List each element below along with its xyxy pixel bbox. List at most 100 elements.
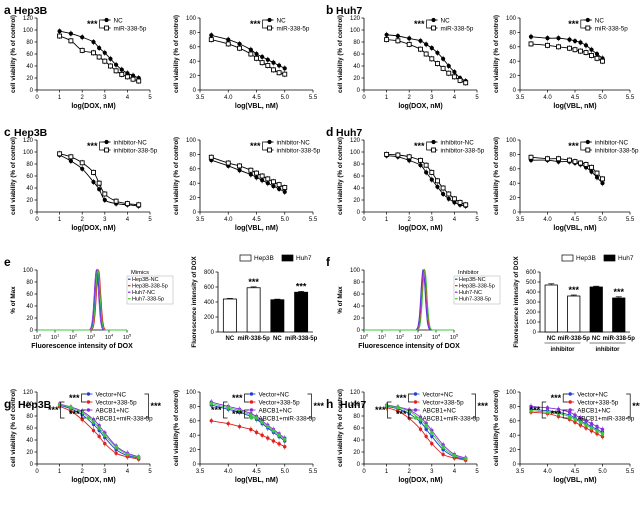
data-point (528, 41, 534, 47)
y-tick-label: 120 (23, 390, 34, 396)
significance-stars: *** (632, 401, 640, 411)
data-point (283, 437, 287, 442)
data-point (102, 50, 107, 55)
legend-swatch-marker (568, 408, 572, 412)
legend-swatch-marker (568, 400, 572, 404)
y-tick-label: 100 (23, 150, 34, 156)
cell-line-title-h: Huh7 (340, 399, 366, 411)
y-tick-label: 20 (509, 74, 516, 80)
data-point (528, 154, 534, 160)
data-point (584, 423, 588, 427)
legend-swatch-marker (249, 416, 254, 420)
y-axis-label: cell viability(% of control) (493, 390, 500, 466)
data-point (435, 184, 440, 189)
y-tick-label: 100 (526, 320, 537, 326)
series-0 (528, 157, 605, 187)
x-tick-label: 102 (69, 333, 78, 342)
y-axis-label: cell viability (% of control) (173, 137, 180, 215)
x-tick-label: 4 (126, 469, 130, 475)
data-point (545, 156, 550, 162)
y-tick-label: 20 (509, 448, 516, 454)
legend-swatch-marker (413, 392, 418, 396)
significance-stars: *** (250, 141, 261, 151)
chart-f2: 0 100 200 300 400 500 600 Fluorescence intensit… (513, 254, 636, 353)
data-point (529, 409, 533, 413)
significance-bracket (426, 141, 431, 151)
data-point (209, 419, 213, 423)
data-point (114, 451, 118, 455)
significance-stars: *** (414, 19, 425, 29)
data-point (208, 37, 214, 43)
data-point (584, 419, 588, 423)
y-tick-label: 80 (26, 40, 33, 46)
data-point (578, 160, 583, 166)
x-tick-label: 103 (414, 333, 423, 342)
data-point (407, 158, 412, 163)
legend-label: inhibitor-338-5p (114, 147, 158, 154)
data-point (271, 439, 276, 443)
data-point (124, 201, 130, 207)
x-tick-label: 4.5 (571, 217, 580, 223)
x-tick-label: 1 (385, 95, 389, 101)
y-tick-label: 60 (26, 52, 33, 58)
x-tick-label: 5.0 (281, 469, 290, 475)
group-label: inhibitor (596, 347, 621, 353)
data-point (573, 417, 577, 422)
legend-label: Huh7-338-5p (132, 297, 164, 303)
y-tick-label: 100 (23, 268, 34, 274)
x-tick-label: 5 (148, 95, 152, 101)
legend-box (126, 275, 174, 305)
significance-bracket (223, 401, 228, 419)
y-tick-label: 0 (357, 88, 361, 94)
x-axis-label: log(DOX, nM) (71, 103, 115, 110)
data-point (225, 41, 231, 47)
y-tick-label: 20 (353, 450, 360, 456)
y-tick-label: 40 (189, 59, 196, 65)
data-point (271, 183, 276, 189)
chart-c2: 0 20 40 60 80 100 3.5 4.0 4.5 5.0 5.5 log(VBL, nM) c… (173, 137, 321, 232)
chart-d1: 0 20 40 60 80 100 120 0 1 2 3 4 5 log(DOX, nM) cell vi… (337, 137, 485, 232)
legend-label: NC (114, 17, 124, 24)
data-point (125, 452, 130, 457)
x-tick-label: 0 (362, 95, 366, 101)
data-point (69, 409, 73, 413)
significance-stars: *** (530, 405, 541, 415)
y-tick-label: 20 (26, 76, 33, 82)
chart-c1: 0 20 40 60 80 100 120 0 1 2 3 4 5 log(DOX, nM) cell vi… (10, 137, 158, 232)
y-axis-label: cell viability (% of control) (493, 137, 500, 215)
legend-label: Hep3B (254, 255, 274, 262)
data-point (384, 32, 389, 37)
legend-swatch-marker (86, 408, 91, 412)
y-axis-label: Fluorescence intensity of DOX (513, 256, 520, 348)
chart-g1: 0 20 40 60 80 100 120 0 1 2 3 4 5 log(DOX, nM) cell vi… (10, 389, 161, 484)
data-point (137, 455, 141, 460)
x-tick-label: 3.5 (196, 95, 205, 101)
data-point (125, 71, 130, 76)
y-tick-label: 0 (193, 210, 197, 216)
data-point (79, 47, 85, 53)
series-1 (57, 150, 142, 208)
y-tick-label: 100 (506, 138, 517, 144)
data-point (572, 159, 578, 165)
x-tick-label: 5.5 (626, 95, 635, 101)
y-tick-label: 200 (526, 310, 537, 316)
y-tick-label: 80 (189, 153, 196, 159)
category-label: miR-338-5p (603, 336, 636, 342)
legend-label: Hep3B-338-5p (132, 284, 168, 290)
x-tick-label: 5.0 (281, 217, 290, 223)
series-line (530, 43, 603, 62)
legend-swatch (281, 254, 294, 262)
legend-label: Vector+338-5p (95, 399, 137, 406)
legend-label: Hep3B (576, 255, 596, 262)
y-tick-label: 60 (509, 45, 516, 51)
significance-bracket (99, 141, 104, 151)
data-point (107, 63, 113, 69)
x-tick-label: 2 (408, 217, 412, 223)
y-tick-label: 500 (526, 280, 537, 286)
bar (270, 299, 285, 333)
y-axis-label: cell viability (% of control) (10, 137, 17, 215)
significance-stars: *** (414, 141, 425, 151)
y-axis-label: cell viability (% of control) (337, 137, 344, 215)
x-tick-label: 4 (126, 95, 130, 101)
histogram-curve (364, 268, 454, 331)
